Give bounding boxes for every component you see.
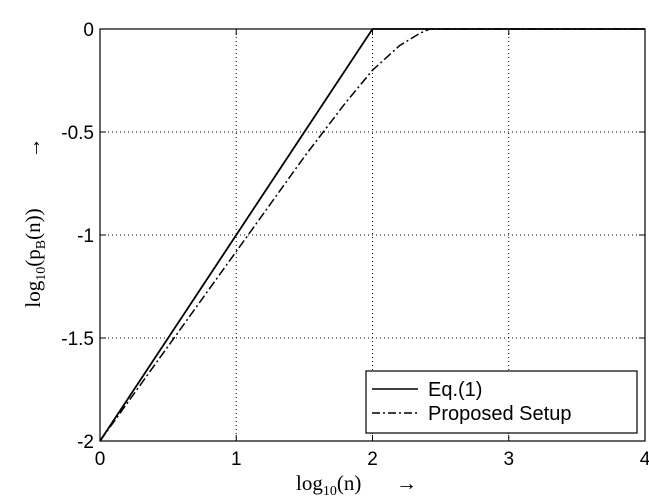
y-axis-label-group: log10(pB(n))	[21, 208, 49, 307]
y-tick-label: -1.5	[61, 329, 94, 350]
y-axis-arrow: →	[21, 138, 45, 159]
x-tick-label: 1	[231, 449, 242, 470]
legend-box	[365, 370, 638, 434]
y-axis-label-mid: (p	[21, 249, 45, 267]
x-axis-label-subscript: 10	[323, 484, 337, 499]
y-tick-label: -0.5	[61, 123, 94, 144]
legend: Eq.(1) Proposed Setup	[365, 370, 638, 434]
series-line-proposed-setup	[99, 28, 645, 442]
y-axis-label: log10(pB(n))	[21, 208, 49, 307]
x-tick-label: 0	[95, 449, 106, 470]
y-tick-label: 0	[83, 20, 94, 41]
y-axis-label-tail: (n))	[21, 208, 45, 239]
legend-label-eq1: Eq.(1)	[428, 379, 482, 401]
y-axis-label-base: log	[21, 280, 45, 307]
x-axis-label: log10(n)	[296, 471, 361, 499]
x-tick-label: 4	[640, 449, 649, 470]
legend-label-proposed: Proposed Setup	[428, 403, 571, 425]
x-axis-label-base: log	[296, 471, 323, 495]
x-axis-arrow: →	[396, 471, 417, 495]
grid-lines	[100, 29, 645, 441]
tick-labels: 0 1 2 3 4 0 -0.5 -1 -1.5 -2	[61, 20, 649, 470]
x-tick-label: 2	[367, 449, 378, 470]
x-tick-label: 3	[503, 449, 514, 470]
y-axis-label-subscript: 10	[34, 267, 49, 281]
x-axis-label-tail: (n)	[337, 471, 362, 495]
y-tick-label: -2	[77, 432, 94, 453]
y-tick-label: -1	[77, 226, 94, 247]
plot-area-frame	[99, 28, 646, 442]
y-axis-label-subscript-b: B	[34, 240, 49, 249]
